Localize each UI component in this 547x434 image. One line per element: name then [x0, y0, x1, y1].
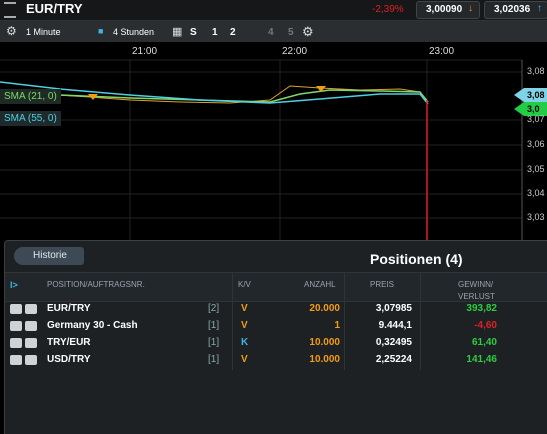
time-label: 21:00 — [132, 46, 158, 57]
quantity: 20.000 — [309, 303, 340, 314]
quantity: 1 — [334, 320, 340, 331]
toolbar-button[interactable]: 2 — [230, 27, 236, 38]
column-header: I> — [10, 280, 18, 290]
back-label: Historie — [33, 250, 67, 261]
price-label: 3,03 — [527, 212, 545, 222]
toolbar — [0, 21, 547, 42]
column-divider — [344, 272, 345, 370]
side: V — [241, 303, 248, 314]
time-label: 22:00 — [282, 46, 308, 57]
toolbar-button[interactable]: 4 — [268, 27, 274, 38]
price: 2,25224 — [375, 354, 412, 365]
price-badge — [514, 102, 547, 116]
expand-button[interactable] — [10, 355, 22, 365]
profit-loss: -4,60 — [474, 320, 497, 331]
profit-loss: 393,82 — [466, 303, 497, 314]
order-count: [2] — [208, 303, 220, 314]
price-badge — [514, 88, 547, 102]
open-button[interactable] — [25, 321, 37, 331]
buy-price: 3,02036 — [494, 4, 531, 15]
buy-box[interactable] — [484, 1, 547, 19]
instrument: EUR/TRY — [47, 303, 91, 314]
chart — [0, 59, 547, 240]
expand-button[interactable] — [10, 338, 22, 348]
top-bar — [0, 0, 547, 21]
expand-button[interactable] — [10, 304, 22, 314]
quantity: 10.000 — [309, 337, 340, 348]
grid — [0, 59, 522, 240]
sell-price: 3,00090 — [426, 4, 463, 15]
up-arrow: ↑ — [537, 3, 542, 14]
quantity: 10.000 — [309, 354, 340, 365]
time-label: 23:00 — [429, 46, 455, 57]
expand-button[interactable] — [10, 321, 22, 331]
side: V — [241, 320, 248, 331]
toolbar-button[interactable]: S — [190, 27, 197, 38]
toolbar-button[interactable]: 1 — [212, 27, 218, 38]
open-button[interactable] — [25, 338, 37, 348]
column-header: POSITION/AUFTRAGSNR. — [47, 280, 145, 289]
column-header: ANZAHL — [304, 280, 336, 289]
price-label: 3,05 — [527, 164, 545, 174]
interval[interactable]: 1 Minute — [26, 27, 61, 37]
price: 0,32495 — [375, 337, 412, 348]
instrument: USD/TRY — [47, 354, 91, 365]
calendar-icon[interactable]: ▦ — [172, 26, 183, 38]
change: -2,39% — [372, 4, 404, 15]
range[interactable]: 4 Stunden — [113, 27, 155, 37]
down-arrow: ↓ — [468, 3, 473, 14]
column-header: GEWINN/ — [458, 280, 494, 289]
menu-icon[interactable] — [4, 2, 16, 18]
price-label: 3,06 — [527, 139, 545, 149]
order-count: [1] — [208, 354, 220, 365]
sell-box[interactable] — [416, 1, 480, 19]
price-label: 3,07 — [527, 114, 545, 124]
side: V — [241, 354, 248, 365]
column-header: K/V — [238, 280, 251, 289]
toolbar-button[interactable]: 5 — [288, 27, 294, 38]
profit-loss: 141,46 — [466, 354, 497, 365]
symbol: EUR/TRY — [26, 1, 83, 16]
back-button[interactable] — [14, 247, 84, 265]
column-divider — [232, 272, 233, 370]
column-header: PREIS — [370, 280, 395, 289]
price-label: 3,04 — [527, 188, 545, 198]
column-header: VERLUST — [458, 292, 495, 301]
marker — [316, 86, 326, 92]
panel-title: Positionen (4) — [370, 251, 463, 267]
marker — [88, 94, 98, 100]
price-badge-label: 3,0 — [527, 104, 540, 114]
settings-icon[interactable]: ⚙ — [6, 24, 17, 38]
profit-loss: 61,40 — [471, 337, 497, 348]
instrument: Germany 30 - Cash — [47, 320, 138, 331]
price-label: 3,08 — [527, 66, 545, 76]
open-button[interactable] — [25, 304, 37, 314]
chart-settings-icon[interactable]: ⚙ — [302, 24, 314, 39]
price-badge-label: 3,08 — [527, 90, 545, 100]
order-count: [1] — [208, 320, 220, 331]
price: 9.444,1 — [378, 320, 412, 331]
column-divider — [420, 272, 421, 370]
price: 3,07985 — [375, 303, 412, 314]
indicator-label: SMA (21, 0) — [0, 89, 61, 104]
table-header — [5, 272, 547, 302]
order-count: [1] — [208, 337, 220, 348]
lock-icon: ■ — [98, 26, 104, 36]
sma55-line — [0, 81, 429, 105]
open-button[interactable] — [25, 355, 37, 365]
instrument: TRY/EUR — [47, 337, 91, 348]
side: K — [241, 337, 249, 348]
indicator-label: SMA (55, 0) — [0, 111, 61, 126]
